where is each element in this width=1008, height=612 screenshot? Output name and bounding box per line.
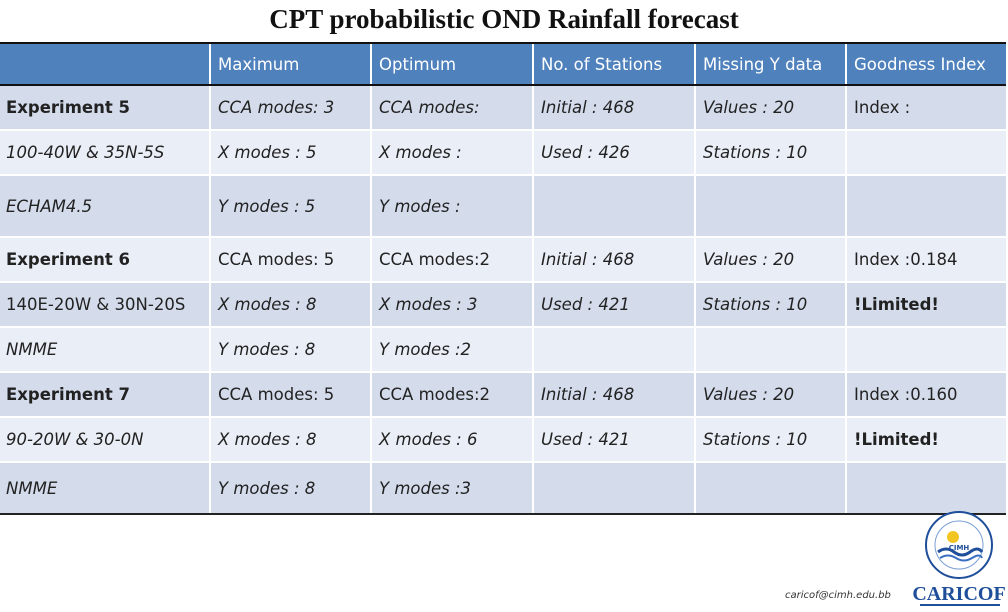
table-cell-maximum: Y modes : 8 xyxy=(209,461,371,515)
svg-text:CIMH: CIMH xyxy=(949,544,970,552)
table-cell-label: Experiment 5 xyxy=(0,84,210,130)
table-cell-label: NMME xyxy=(0,461,210,515)
table-cell-label: NMME xyxy=(0,326,210,372)
cimh-seal-icon: CIMH xyxy=(925,511,993,579)
table-cell-maximum: CCA modes: 3 xyxy=(209,84,371,130)
table-cell-optimum: CCA modes:2 xyxy=(370,371,533,417)
table-cell-optimum: Y modes :3 xyxy=(370,461,533,515)
table-cell-goodness: !Limited! xyxy=(845,416,1006,462)
forecast-table: Maximum Optimum No. of Stations Missing … xyxy=(0,42,1006,515)
table-cell-stations: Used : 426 xyxy=(532,129,695,175)
table-cell-goodness: Index :0.184 xyxy=(845,236,1006,282)
table-cell-goodness: !Limited! xyxy=(845,281,1006,327)
table-cell-maximum: CCA modes: 5 xyxy=(209,371,371,417)
table-cell-goodness xyxy=(845,326,1006,372)
table-header-row: Maximum Optimum No. of Stations Missing … xyxy=(0,42,1006,86)
table-cell-optimum: CCA modes: xyxy=(370,84,533,130)
table-cell-label: Experiment 6 xyxy=(0,236,210,282)
table-cell-stations: Initial : 468 xyxy=(532,84,695,130)
header-cell-maximum: Maximum xyxy=(209,42,371,86)
table-row: Experiment 5 CCA modes: 3 CCA modes: Initia… xyxy=(0,84,1006,130)
table-cell-label: ECHAM4.5 xyxy=(0,174,210,237)
table-cell-stations: Used : 421 xyxy=(532,281,695,327)
table-cell-label: 90-20W & 30-0N xyxy=(0,416,210,462)
header-cell-optimum: Optimum xyxy=(370,42,533,86)
table-cell-missing xyxy=(694,461,846,515)
contact-email: caricof@cimh.edu.bb xyxy=(785,590,891,601)
table-cell-maximum: X modes : 8 xyxy=(209,416,371,462)
caricof-wordmark-icon: CARICOF xyxy=(912,583,1006,606)
header-cell-empty xyxy=(0,42,210,86)
page-title: CPT probabilistic OND Rainfall forecast xyxy=(269,4,739,34)
table-cell-label: 140E-20W & 30N-20S xyxy=(0,281,210,327)
table-row: Experiment 7 CCA modes: 5 CCA modes:2 Initi… xyxy=(0,371,1006,417)
table-cell-goodness: Index :0.160 xyxy=(845,371,1006,417)
table-cell-stations: Initial : 468 xyxy=(532,236,695,282)
table-cell-maximum: X modes : 8 xyxy=(209,281,371,327)
table-cell-stations xyxy=(532,461,695,515)
svg-text:CARICOF: CARICOF xyxy=(912,583,1005,605)
table-body: Maximum Optimum No. of Stations Missing … xyxy=(0,42,1006,515)
header-cell-goodness: Goodness Index xyxy=(845,42,1006,86)
title-bar: CPT probabilistic OND Rainfall forecast xyxy=(0,0,1008,42)
table-cell-missing: Stations : 10 xyxy=(694,281,846,327)
table-cell-label: Experiment 7 xyxy=(0,371,210,417)
caricof-logo: CIMH CARICOF xyxy=(910,510,1006,610)
table-row: Experiment 6 CCA modes: 5 CCA modes:2 Initi… xyxy=(0,236,1006,282)
table-cell-missing: Stations : 10 xyxy=(694,416,846,462)
table-cell-optimum: X modes : xyxy=(370,129,533,175)
table-cell-missing xyxy=(694,326,846,372)
table-cell-goodness: Index : xyxy=(845,84,1006,130)
table-cell-goodness xyxy=(845,174,1006,237)
table-cell-optimum: CCA modes:2 xyxy=(370,236,533,282)
table-cell-missing: Values : 20 xyxy=(694,236,846,282)
table-cell-goodness xyxy=(845,129,1006,175)
header-cell-missing: Missing Y data xyxy=(694,42,846,86)
table-cell-maximum: Y modes : 8 xyxy=(209,326,371,372)
table-cell-missing xyxy=(694,174,846,237)
table-cell-stations xyxy=(532,326,695,372)
table-cell-optimum: Y modes : xyxy=(370,174,533,237)
table-cell-optimum: Y modes :2 xyxy=(370,326,533,372)
table-cell-goodness xyxy=(845,461,1006,515)
table-cell-maximum: X modes : 5 xyxy=(209,129,371,175)
table-cell-label: 100-40W & 35N-5S xyxy=(0,129,210,175)
table-cell-optimum: X modes : 6 xyxy=(370,416,533,462)
table-cell-maximum: Y modes : 5 xyxy=(209,174,371,237)
table-cell-optimum: X modes : 3 xyxy=(370,281,533,327)
table-cell-missing: Stations : 10 xyxy=(694,129,846,175)
table-cell-missing: Values : 20 xyxy=(694,371,846,417)
table-cell-stations: Used : 421 xyxy=(532,416,695,462)
table-cell-stations: Initial : 468 xyxy=(532,371,695,417)
table-cell-stations xyxy=(532,174,695,237)
table-cell-missing: Values : 20 xyxy=(694,84,846,130)
header-cell-stations: No. of Stations xyxy=(532,42,695,86)
table-cell-maximum: CCA modes: 5 xyxy=(209,236,371,282)
